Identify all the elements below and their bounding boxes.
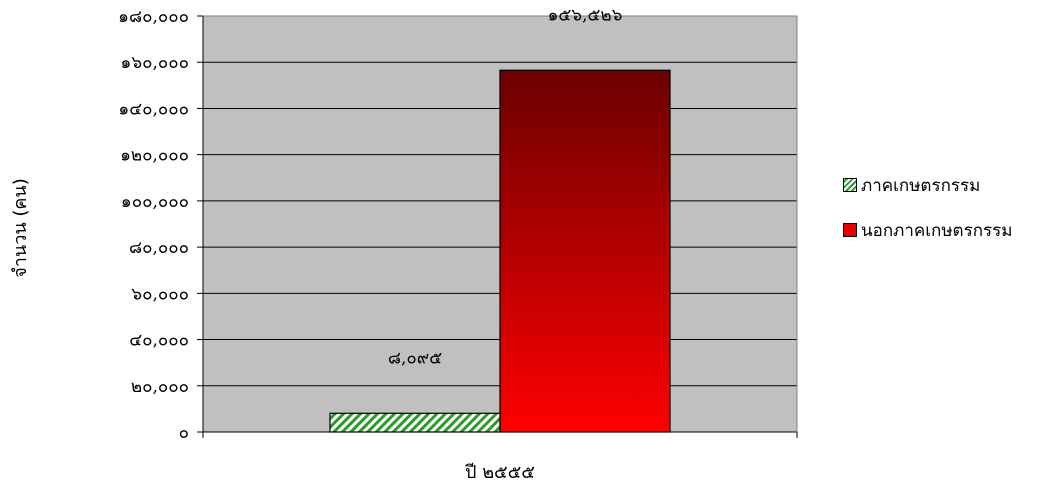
- data-labels: ๘,๐๙๕ ๑๕๖,๕๒๖: [388, 5, 622, 368]
- bar-non-agriculture: [499, 69, 671, 433]
- y-tick-label: ๑๖๐,๐๐๐: [121, 53, 190, 73]
- y-tick-label: ๑๒๐,๐๐๐: [120, 146, 189, 166]
- y-tick-label: ๖๐,๐๐๐: [131, 284, 189, 304]
- bars: [329, 69, 671, 433]
- legend-item-non-agriculture: นอกภาคเกษตรกรรม: [843, 218, 1013, 242]
- legend-swatch-non-agriculture: [843, 223, 857, 237]
- axes: [197, 15, 798, 438]
- y-tick-labels: ๐ ๒๐,๐๐๐ ๔๐,๐๐๐ ๖๐,๐๐๐ ๘๐,๐๐๐ ๑๐๐,๐๐๐ ๑๒๐,๐๐๐ ๑…: [118, 7, 189, 443]
- x-axis-title: ปี ๒๕๕๕: [465, 462, 535, 483]
- legend-swatch-agriculture: [843, 178, 857, 192]
- bar-agriculture: [329, 412, 501, 433]
- data-label: ๑๕๖,๕๒๖: [548, 5, 623, 25]
- y-tick-label: ๑๘๐,๐๐๐: [118, 7, 189, 27]
- y-tick-label: ๐: [179, 423, 189, 443]
- y-axis-title: จำนวน (คน): [10, 178, 31, 277]
- y-tick-label: ๑๔๐,๐๐๐: [118, 99, 189, 119]
- legend: ภาคเกษตรกรรม นอกภาคเกษตรกรรม: [843, 173, 1013, 263]
- y-tick-label: ๔๐,๐๐๐: [129, 331, 189, 351]
- y-tick-label: ๘๐,๐๐๐: [129, 238, 189, 258]
- legend-item-agriculture: ภาคเกษตรกรรม: [843, 173, 1013, 197]
- legend-label-non-agriculture: นอกภาคเกษตรกรรม: [861, 220, 1013, 241]
- data-label: ๘,๐๙๕: [388, 348, 442, 368]
- legend-label-agriculture: ภาคเกษตรกรรม: [861, 175, 981, 196]
- y-tick-label: ๑๐๐,๐๐๐: [121, 192, 189, 212]
- y-tick-label: ๒๐,๐๐๐: [131, 377, 189, 397]
